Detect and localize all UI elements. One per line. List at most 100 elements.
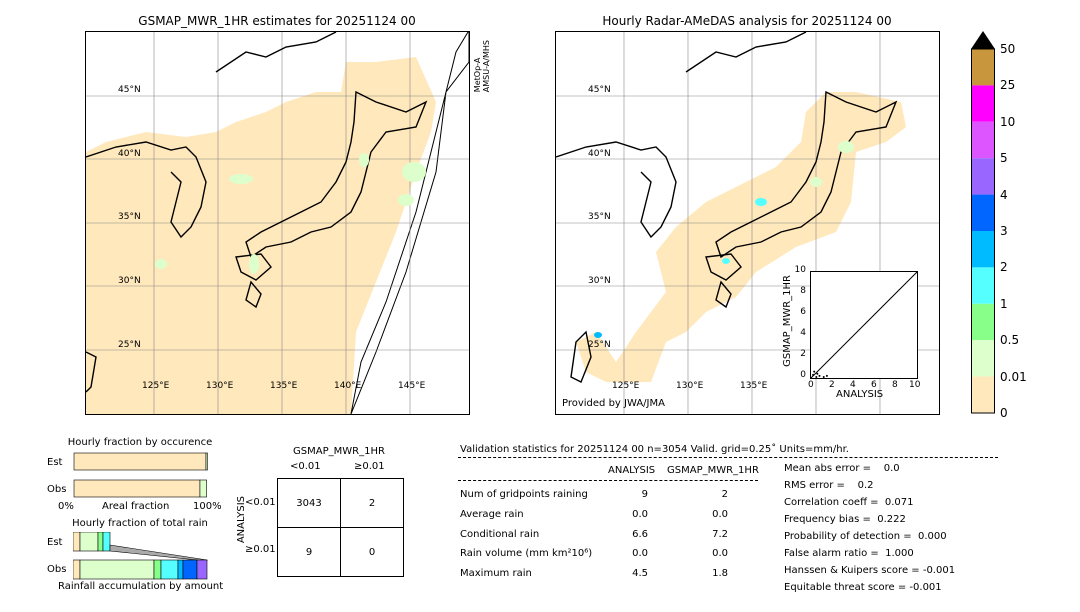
colorbar-labels: 50 25 10 5 4 3 2 1 0.5 0.01 0 bbox=[1000, 30, 1040, 430]
row-gsmap-gridpoints: 2 bbox=[721, 489, 728, 500]
occurrence-chart bbox=[73, 452, 209, 498]
lon-label-135: 135°E bbox=[270, 381, 298, 391]
occurrence-title: Hourly fraction by occurence bbox=[67, 437, 213, 448]
occurrence-est-label: Est bbox=[47, 457, 63, 468]
colorbar-label: 1 bbox=[1000, 296, 1008, 311]
colorbar-label: 0.5 bbox=[1000, 333, 1020, 348]
lon-label-135: 135°E bbox=[740, 381, 768, 391]
occurrence-obs-label: Obs bbox=[47, 484, 67, 495]
scatter-point bbox=[815, 375, 818, 378]
col-gsmap-header: GSMAP_MWR_1HR bbox=[667, 465, 759, 476]
scatter-ytick-0: 0 bbox=[800, 370, 806, 380]
lon-label-130: 130°E bbox=[676, 381, 704, 391]
contingency-title: GSMAP_MWR_1HR bbox=[293, 446, 385, 457]
lat-label-45: 45°N bbox=[118, 85, 141, 95]
row-label-conditional: Conditional rain bbox=[460, 529, 540, 540]
coverage-area bbox=[86, 57, 436, 414]
lon-label-145: 145°E bbox=[398, 381, 426, 391]
left-map-canvas bbox=[86, 32, 469, 414]
row-analysis-volume: 0.0 bbox=[632, 548, 648, 559]
scatter-point bbox=[818, 374, 821, 377]
colorbar-label: 5 bbox=[1000, 151, 1008, 166]
colorbar-svg bbox=[971, 31, 995, 414]
colorbar-label: 3 bbox=[1000, 224, 1008, 238]
lat-label-30: 30°N bbox=[588, 276, 611, 286]
scatter-ytick-8: 8 bbox=[800, 286, 806, 296]
lat-label-40: 40°N bbox=[588, 149, 611, 159]
row-label-average: Average rain bbox=[460, 509, 524, 520]
occurrence-bar-rain bbox=[199, 479, 207, 498]
total-rain-title: Hourly fraction of total rain bbox=[72, 518, 208, 529]
left-map: 45°N 40°N 35°N 30°N 25°N 125°E 130°E 135… bbox=[85, 31, 470, 415]
scatter-ytick-2: 2 bbox=[800, 349, 806, 359]
score-pod: Probability of detection = 0.000 bbox=[784, 531, 947, 542]
colorbar bbox=[970, 30, 996, 414]
colorbar-segment bbox=[971, 231, 995, 268]
total-rain-chart bbox=[72, 531, 209, 580]
table-row: 3043 2 bbox=[277, 478, 404, 528]
lat-label-25: 25°N bbox=[588, 340, 611, 350]
map-credit: Provided by JWA/JMA bbox=[562, 398, 665, 409]
scatter-ytick-10: 10 bbox=[794, 265, 806, 275]
coastlines bbox=[556, 32, 898, 383]
score-hk: Hanssen & Kuipers score = -0.001 bbox=[784, 565, 956, 576]
contingency-table-wrap: 3043 2 9 0 bbox=[277, 478, 404, 577]
colorbar-segment bbox=[971, 121, 995, 159]
occurrence-xlabel: Areal fraction bbox=[102, 501, 170, 512]
contingency-col-ge: ≥0.01 bbox=[354, 461, 385, 472]
cell-hit-none: 3043 bbox=[277, 478, 341, 528]
scatter-xtick-6: 6 bbox=[871, 380, 877, 390]
row-label-volume: Rain volume (mm km²10⁶) bbox=[460, 548, 593, 559]
scatter-point bbox=[813, 370, 816, 373]
colorbar-segment bbox=[971, 49, 995, 86]
scatter-plot bbox=[810, 271, 918, 379]
cell-hit: 0 bbox=[340, 527, 404, 577]
scatter-xtick-0: 0 bbox=[808, 380, 814, 390]
colorbar-segment bbox=[971, 158, 995, 195]
colorbar-label: 50 bbox=[1000, 42, 1016, 56]
scatter-ylabel: GSMAP_MWR_1HR bbox=[782, 275, 793, 367]
rain-spots bbox=[155, 153, 426, 274]
scatter-point bbox=[822, 375, 825, 378]
score-mae: Mean abs error = 0.0 bbox=[784, 463, 900, 474]
left-map-title: GSMAP_MWR_1HR estimates for 20251124 00 bbox=[138, 14, 416, 28]
lat-label-35: 35°N bbox=[118, 212, 141, 222]
scatter-xlabel: ANALYSIS bbox=[836, 389, 884, 400]
scatter-point bbox=[825, 374, 828, 377]
row-gsmap-average: 0.0 bbox=[712, 509, 728, 520]
row-analysis-average: 0.0 bbox=[632, 509, 648, 520]
colorbar-label: 4 bbox=[1000, 187, 1008, 202]
one-to-one-line bbox=[810, 271, 918, 379]
colorbar-arrow bbox=[971, 31, 995, 49]
occurrence-bar-no-rain bbox=[73, 452, 207, 471]
scatter-xtick-4: 4 bbox=[850, 380, 856, 390]
row-label-maximum: Maximum rain bbox=[460, 568, 532, 579]
radar-coverage bbox=[576, 92, 906, 382]
right-map: 45°N 40°N 35°N 30°N 25°N 125°E 130°E 135… bbox=[555, 31, 940, 415]
score-rmse: RMS error = 0.2 bbox=[784, 480, 874, 491]
colorbar-segment bbox=[971, 340, 995, 377]
lon-label-125: 125°E bbox=[142, 381, 170, 391]
lat-label-45: 45°N bbox=[588, 85, 611, 95]
graticule bbox=[86, 32, 469, 414]
cell-miss: 9 bbox=[277, 527, 341, 577]
score-correlation: Correlation coeff = 0.071 bbox=[784, 497, 914, 508]
scatter-ytick-6: 6 bbox=[800, 307, 806, 317]
lat-label-30: 30°N bbox=[118, 276, 141, 286]
occurrence-bars bbox=[73, 452, 208, 498]
total-rain-bars bbox=[72, 531, 208, 580]
lon-label-125: 125°E bbox=[612, 381, 640, 391]
scatter-xtick-2: 2 bbox=[829, 380, 835, 390]
right-map-canvas bbox=[556, 32, 939, 414]
col-analysis-header: ANALYSIS bbox=[608, 465, 656, 476]
colorbar-segment bbox=[971, 267, 995, 304]
score-far: False alarm ratio = 1.000 bbox=[784, 548, 914, 559]
row-analysis-conditional: 6.6 bbox=[632, 529, 648, 540]
colorbar-label: 10 bbox=[1000, 114, 1016, 129]
contingency-col-lt: <0.01 bbox=[290, 461, 321, 472]
score-frequency-bias: Frequency bias = 0.222 bbox=[784, 514, 906, 525]
lat-label-25: 25°N bbox=[118, 340, 141, 350]
colorbar-label: 2 bbox=[1000, 260, 1008, 275]
right-map-title: Hourly Radar-AMeDAS analysis for 2025112… bbox=[602, 14, 892, 28]
colorbar-segment bbox=[971, 303, 995, 341]
